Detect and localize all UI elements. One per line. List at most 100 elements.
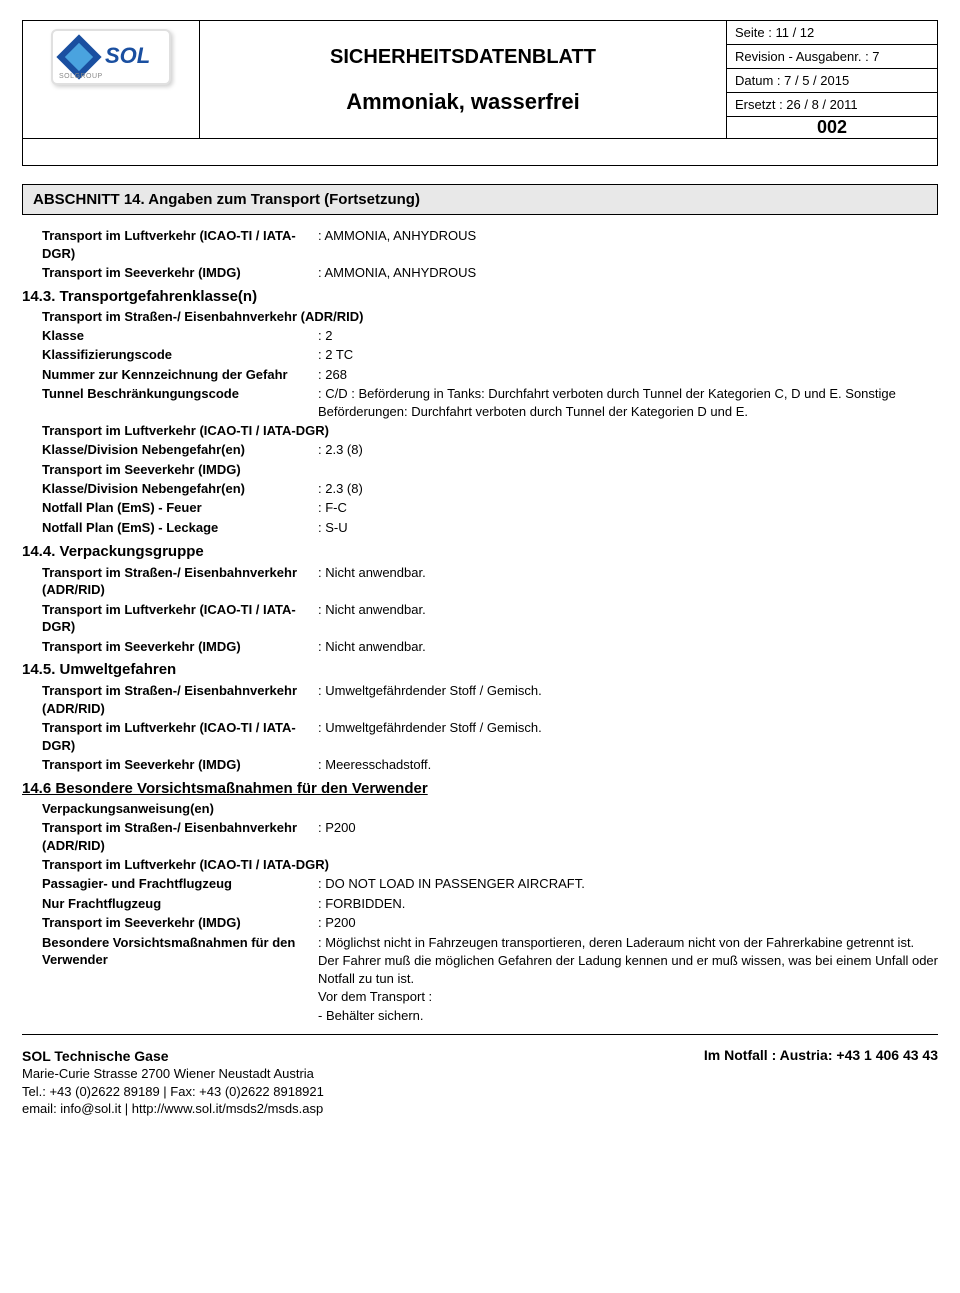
row-sea-class: Klasse/Division Nebengefahr(en) 2.3 (8) — [42, 480, 938, 498]
label: Transport im Straßen-/ Eisenbahnverkehr … — [42, 819, 318, 854]
label: Passagier- und Frachtflugzeug — [42, 875, 318, 893]
row-14-5-sea: Transport im Seeverkehr (IMDG) Meeressch… — [42, 756, 938, 774]
label: Besondere Vorsichtsmaßnahmen für den Ver… — [42, 934, 318, 1026]
value-multi: : Möglichst nicht in Fahrzeugen transpor… — [318, 934, 938, 1026]
heading-14-5: 14.5. Umweltgefahren — [22, 661, 938, 678]
heading-14-6: 14.6 Besondere Vorsichtsmaßnahmen für de… — [22, 780, 938, 797]
label: Transport im Straßen-/ Eisenbahnverkehr … — [42, 682, 318, 717]
heading-14-3: 14.3. Transportgefahrenklasse(n) — [22, 288, 938, 305]
value: C/D : Beförderung in Tanks: Durchfahrt v… — [318, 385, 938, 420]
value: Nicht anwendbar. — [318, 638, 938, 656]
label-pack: Verpackungsanweisung(en) — [42, 801, 938, 816]
row-air-class: Klasse/Division Nebengefahr(en) 2.3 (8) — [42, 441, 938, 459]
row-14-6-pass: Passagier- und Frachtflugzeug DO NOT LOA… — [42, 875, 938, 893]
t: Möglichst nicht in Fahrzeugen transporti… — [325, 935, 914, 950]
prec-line: - Behälter sichern. — [318, 1007, 938, 1025]
row-ems-fire: Notfall Plan (EmS) - Feuer F-C — [42, 499, 938, 517]
label: Klasse — [42, 327, 318, 345]
row-air-name: Transport im Luftverkehr (ICAO-TI / IATA… — [42, 227, 938, 262]
label: Transport im Seeverkehr (IMDG) — [42, 264, 318, 282]
label: Transport im Seeverkehr (IMDG) — [42, 638, 318, 656]
value: Nicht anwendbar. — [318, 601, 938, 636]
doc-title: SICHERHEITSDATENBLATT — [200, 34, 726, 69]
value: 268 — [318, 366, 938, 384]
footer-addr: Marie-Curie Strasse 2700 Wiener Neustadt… — [22, 1065, 324, 1083]
row-sea-name: Transport im Seeverkehr (IMDG) AMMONIA, … — [42, 264, 938, 282]
meta-replaces: Ersetzt : 26 / 8 / 2011 — [727, 93, 937, 116]
row-class: Klasse 2 — [42, 327, 938, 345]
label-air: Transport im Luftverkehr (ICAO-TI / IATA… — [42, 423, 938, 438]
logo-subtext: SOLGROUP — [59, 73, 103, 80]
label-road: Transport im Straßen-/ Eisenbahnverkehr … — [42, 309, 938, 324]
label: Nummer zur Kennzeichnung der Gefahr — [42, 366, 318, 384]
label: Transport im Luftverkehr (ICAO-TI / IATA… — [42, 601, 318, 636]
page: SOL SOLGROUP SICHERHEITSDATENBLATT Ammon… — [0, 0, 960, 1035]
value: 2 TC — [318, 346, 938, 364]
label: Transport im Luftverkehr (ICAO-TI / IATA… — [42, 719, 318, 754]
code-cell: 002 — [727, 117, 938, 139]
section-14-heading: ABSCHNITT 14. Angaben zum Transport (For… — [22, 184, 938, 215]
logo-cell: SOL SOLGROUP — [23, 21, 200, 139]
logo-box: SOL SOLGROUP — [51, 29, 171, 85]
footer-email: email: info@sol.it | http://www.sol.it/m… — [22, 1100, 324, 1118]
label: Transport im Seeverkehr (IMDG) — [42, 914, 318, 932]
prec-line: Der Fahrer muß die möglichen Gefahren de… — [318, 952, 938, 987]
header-spacer — [23, 139, 938, 166]
value: Umweltgefährdender Stoff / Gemisch. — [318, 719, 938, 754]
row-classcode: Klassifizierungscode 2 TC — [42, 346, 938, 364]
row-ems-leak: Notfall Plan (EmS) - Leckage S-U — [42, 519, 938, 537]
label: Transport im Luftverkehr (ICAO-TI / IATA… — [42, 227, 318, 262]
label: Klasse/Division Nebengefahr(en) — [42, 441, 318, 459]
header-table: SOL SOLGROUP SICHERHEITSDATENBLATT Ammon… — [22, 20, 938, 166]
value: P200 — [318, 914, 938, 932]
row-14-4-sea: Transport im Seeverkehr (IMDG) Nicht anw… — [42, 638, 938, 656]
prec-line: Vor dem Transport : — [318, 988, 938, 1006]
value: P200 — [318, 819, 938, 854]
footer-divider — [22, 1034, 938, 1035]
footer-emergency: Im Notfall : Austria: +43 1 406 43 43 — [704, 1047, 938, 1119]
value: 2 — [318, 327, 938, 345]
label: Notfall Plan (EmS) - Leckage — [42, 519, 318, 537]
prec-line: : Möglichst nicht in Fahrzeugen transpor… — [318, 934, 938, 952]
value: S-U — [318, 519, 938, 537]
label: Notfall Plan (EmS) - Feuer — [42, 499, 318, 517]
heading-14-4: 14.4. Verpackungsgruppe — [22, 543, 938, 560]
title-cell: SICHERHEITSDATENBLATT Ammoniak, wasserfr… — [200, 21, 727, 139]
label: Klasse/Division Nebengefahr(en) — [42, 480, 318, 498]
row-14-6-sea: Transport im Seeverkehr (IMDG) P200 — [42, 914, 938, 932]
footer: SOL Technische Gase Marie-Curie Strasse … — [0, 1041, 960, 1133]
meta-date: Datum : 7 / 5 / 2015 — [727, 69, 937, 93]
row-tunnel: Tunnel Beschränkungungscode C/D : Beförd… — [42, 385, 938, 420]
section-content: Transport im Luftverkehr (ICAO-TI / IATA… — [22, 227, 938, 1026]
footer-tel: Tel.: +43 (0)2622 89189 | Fax: +43 (0)26… — [22, 1083, 324, 1101]
label: Klassifizierungscode — [42, 346, 318, 364]
label-sea: Transport im Seeverkehr (IMDG) — [42, 462, 938, 477]
row-14-5-air: Transport im Luftverkehr (ICAO-TI / IATA… — [42, 719, 938, 754]
label: Transport im Straßen-/ Eisenbahnverkehr … — [42, 564, 318, 599]
value: 2.3 (8) — [318, 480, 938, 498]
label-14-6-air: Transport im Luftverkehr (ICAO-TI / IATA… — [42, 857, 938, 872]
logo-text: SOL — [105, 43, 150, 69]
meta-revision: Revision - Ausgabenr. : 7 — [727, 45, 937, 69]
row-14-6-road: Transport im Straßen-/ Eisenbahnverkehr … — [42, 819, 938, 854]
footer-company: SOL Technische Gase — [22, 1047, 324, 1066]
row-14-4-air: Transport im Luftverkehr (ICAO-TI / IATA… — [42, 601, 938, 636]
label: Tunnel Beschränkungungscode — [42, 385, 318, 420]
value: FORBIDDEN. — [318, 895, 938, 913]
value: AMMONIA, ANHYDROUS — [318, 264, 938, 282]
value: Umweltgefährdender Stoff / Gemisch. — [318, 682, 938, 717]
row-14-6-prec: Besondere Vorsichtsmaßnahmen für den Ver… — [42, 934, 938, 1026]
value: 2.3 (8) — [318, 441, 938, 459]
row-14-5-road: Transport im Straßen-/ Eisenbahnverkehr … — [42, 682, 938, 717]
value: AMMONIA, ANHYDROUS — [318, 227, 938, 262]
value: Nicht anwendbar. — [318, 564, 938, 599]
meta-cell: Seite : 11 / 12 Revision - Ausgabenr. : … — [727, 21, 938, 117]
row-haznum: Nummer zur Kennzeichnung der Gefahr 268 — [42, 366, 938, 384]
value: F-C — [318, 499, 938, 517]
row-14-4-road: Transport im Straßen-/ Eisenbahnverkehr … — [42, 564, 938, 599]
label: Nur Frachtflugzeug — [42, 895, 318, 913]
row-14-6-cargo: Nur Frachtflugzeug FORBIDDEN. — [42, 895, 938, 913]
label: Transport im Seeverkehr (IMDG) — [42, 756, 318, 774]
value: Meeresschadstoff. — [318, 756, 938, 774]
value: DO NOT LOAD IN PASSENGER AIRCRAFT. — [318, 875, 938, 893]
